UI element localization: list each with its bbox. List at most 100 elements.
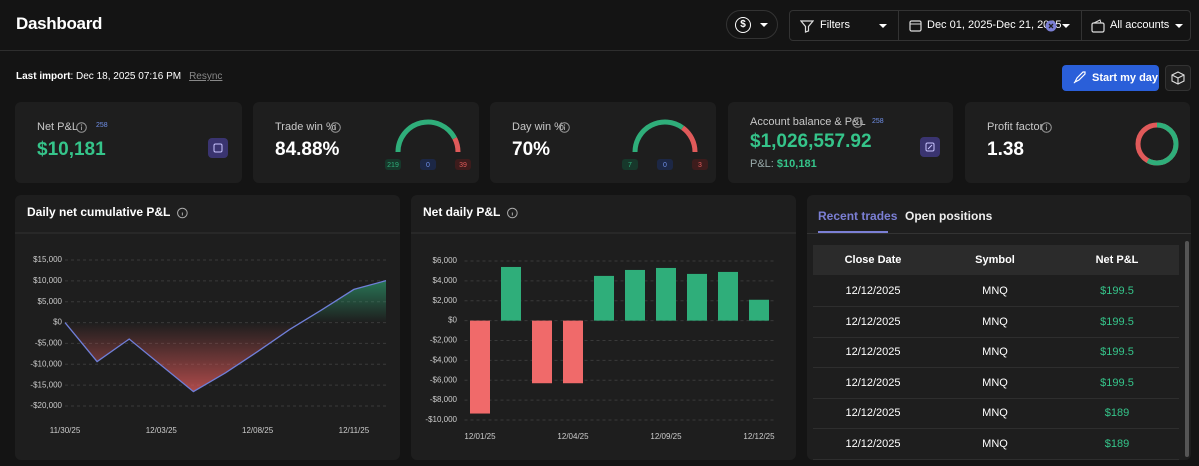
info-icon <box>330 122 341 133</box>
gauge-badge <box>657 159 673 170</box>
date-range-label: Dec 01, 2025-Dec 21, 2025 <box>927 19 1062 31</box>
y-tick-label: -$15,000 <box>30 380 62 389</box>
caret <box>1062 24 1070 28</box>
gauge-count: 39 <box>459 162 467 169</box>
caret <box>760 23 768 27</box>
header-divider <box>0 50 1199 51</box>
x-tick-label: 12/09/25 <box>650 432 682 441</box>
start-day-button[interactable]: Start my day <box>1062 65 1159 91</box>
table-cell: $189 <box>1104 438 1130 450</box>
y-tick-label: $4,000 <box>433 276 458 285</box>
x-tick-label: 12/08/25 <box>242 426 274 435</box>
filters-label: Filters <box>820 19 850 31</box>
y-tick-label: -$5,000 <box>35 339 63 348</box>
gauge-arc <box>452 137 461 153</box>
y-tick-label: $0 <box>448 316 457 325</box>
currency-button[interactable]: $ <box>726 10 778 39</box>
bar <box>594 275 614 321</box>
row-divider <box>813 459 1179 460</box>
profit-factor-donut <box>1135 122 1179 166</box>
calendar-icon <box>909 20 922 32</box>
table-cell: $199.5 <box>1100 315 1134 328</box>
table-cell: 12/12/2025 <box>845 285 901 297</box>
table-cell: $199.5 <box>1100 376 1134 389</box>
accounts-label: All accounts <box>1110 19 1170 31</box>
import-info: Last import: Dec 18, 2025 07:16 PM Resync <box>16 71 222 82</box>
accounts-button[interactable]: All accounts <box>1081 10 1191 41</box>
start-day-label: Start my day <box>1092 72 1159 84</box>
bar <box>470 320 490 414</box>
x-tick-label: 11/30/25 <box>50 426 81 435</box>
table-cell: 12/12/2025 <box>845 315 901 328</box>
tab[interactable]: Recent trades <box>818 209 898 223</box>
table-cell: MNQ <box>982 376 1008 389</box>
chart-panel: Daily net cumulative P&L -$20,000 -$15,000… <box>15 195 400 460</box>
tab-underline <box>818 231 888 233</box>
y-tick-label: -$6,000 <box>430 375 458 384</box>
info-circle <box>507 207 518 219</box>
bar <box>501 266 521 321</box>
table-cell: 12/12/2025 <box>845 438 901 450</box>
stat-label: Trade win % <box>275 121 336 133</box>
scrollbar[interactable] <box>1185 241 1189 457</box>
import-label: Last import <box>16 71 71 82</box>
stat-count: 258 <box>872 118 884 125</box>
y-tick-label: $0 <box>53 318 62 327</box>
y-tick-label: $10,000 <box>33 276 62 285</box>
table-cell: MNQ <box>982 285 1008 297</box>
cube-icon <box>1171 71 1185 85</box>
cube-button[interactable] <box>1165 65 1191 91</box>
x-tick-label: 12/04/25 <box>557 432 589 441</box>
stat-count: 258 <box>96 122 108 129</box>
info-icon <box>559 122 570 133</box>
y-tick-label: $2,000 <box>433 296 458 305</box>
row-divider <box>813 428 1179 430</box>
area <box>65 280 386 392</box>
chart: Daily net cumulative P&L -$20,000 -$15,000… <box>15 205 400 435</box>
table-cell: $199.5 <box>1100 346 1134 359</box>
info-icon <box>1041 122 1052 133</box>
table-cell: 12/12/2025 <box>845 407 901 420</box>
y-tick-label: $5,000 <box>38 297 63 306</box>
info-icon <box>177 207 188 219</box>
gauge-count: 0 <box>663 162 667 169</box>
date-range-button[interactable]: Dec 01, 2025-Dec 21, 2025 <box>898 10 1082 41</box>
gauge-badge <box>420 159 436 170</box>
filters-button[interactable]: Filters <box>789 10 899 41</box>
trades-panel: Recent trades Open positions Close Date S… <box>807 195 1191 460</box>
stat-label: Profit factor <box>987 121 1044 133</box>
column-header: Symbol <box>975 254 1015 266</box>
sub-amount: $10,181 <box>776 158 817 170</box>
resync-link[interactable]: Resync <box>189 71 223 82</box>
x-tick-label: 12/12/25 <box>743 432 775 441</box>
chart-panel: Net daily P&L -$10,000 -$8,000 -$6,000 -$4,0… <box>411 195 796 460</box>
wallet-icon <box>1091 19 1105 33</box>
stat-card: Trade win % 84.88% 219 0 39 <box>253 102 479 183</box>
clear-icon[interactable] <box>1045 20 1057 32</box>
gauge-arc <box>632 119 685 153</box>
caret <box>879 24 887 28</box>
bar <box>687 273 707 321</box>
stat-value: 1.38 <box>987 139 1024 160</box>
stat-card: Day win % 70% 7 0 3 <box>490 102 716 183</box>
card-icon[interactable] <box>208 138 228 158</box>
x-tick-label: 12/11/25 <box>339 426 370 435</box>
stat-value: $10,181 <box>37 139 106 160</box>
table-cell: MNQ <box>982 438 1008 450</box>
table-cell: MNQ <box>982 407 1008 420</box>
stat-card: Profit factor 1.38 <box>965 102 1190 183</box>
bar <box>563 320 583 384</box>
tab[interactable]: Open positions <box>905 209 993 223</box>
bar <box>532 320 552 384</box>
sub-label: P&L: <box>750 158 774 170</box>
table-cell: $189 <box>1104 407 1130 420</box>
y-tick-label: -$10,000 <box>425 415 457 424</box>
stat-label: Net P&L <box>37 121 78 133</box>
y-tick-label: -$8,000 <box>430 395 458 404</box>
stat-value: $1,026,557.92 <box>750 131 872 152</box>
card-icon[interactable] <box>920 137 940 157</box>
info-icon <box>76 122 87 133</box>
line <box>64 280 387 393</box>
bar <box>749 299 769 321</box>
table-cell: MNQ <box>982 346 1008 359</box>
